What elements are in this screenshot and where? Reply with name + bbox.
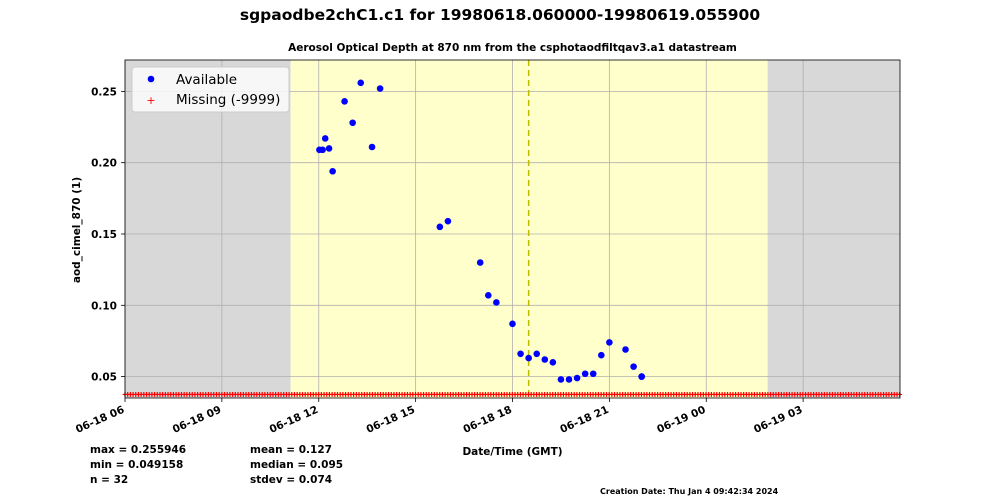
data-point — [622, 346, 629, 353]
invalid-region-left — [125, 60, 291, 398]
y-tick-label: 0.25 — [91, 86, 117, 98]
data-point — [349, 119, 356, 127]
stat-median: median = 0.095 — [250, 459, 344, 471]
data-point — [368, 143, 376, 151]
data-point — [444, 217, 452, 225]
x-tick-label: 06-18 21 — [558, 404, 610, 436]
chart-title: sgpaodbe2chC1.c1 for 19980618.060000-199… — [239, 6, 761, 24]
stat-min: min = 0.049158 — [90, 459, 184, 471]
data-point — [376, 85, 384, 92]
legend-missing-marker: + — [146, 94, 155, 107]
y-tick-label: 0.10 — [91, 300, 117, 312]
data-point — [606, 339, 613, 346]
data-point — [436, 223, 444, 231]
data-point — [630, 363, 637, 370]
data-point — [573, 374, 581, 382]
creation-date: Creation Date: Thu Jan 4 09:42:34 2024 — [600, 487, 779, 496]
data-point — [638, 373, 645, 380]
data-point — [509, 320, 516, 328]
y-tick-label: 0.05 — [91, 372, 117, 384]
x-tick-label: 06-18 12 — [268, 404, 320, 436]
stat-mean: mean = 0.127 — [250, 444, 332, 456]
data-point — [484, 292, 492, 299]
y-axis-ticks: 0.05 0.10 0.15 0.20 0.25 — [91, 86, 125, 384]
x-axis-ticks: 06-18 06 06-18 09 06-18 12 06-18 15 06-18 18… — [74, 398, 804, 436]
data-point — [533, 350, 541, 358]
legend: Available + Missing (-9999) — [131, 66, 290, 113]
x-tick-label: 06-18 15 — [365, 404, 417, 436]
data-point — [589, 370, 597, 378]
x-tick-label: 06-19 03 — [752, 404, 804, 436]
x-tick-label: 06-19 00 — [655, 404, 707, 436]
data-point — [329, 167, 336, 175]
data-point — [565, 376, 573, 383]
data-point — [493, 299, 500, 306]
data-point — [517, 350, 524, 358]
data-point — [549, 359, 557, 366]
data-point — [598, 351, 605, 359]
y-tick-label: 0.20 — [91, 158, 117, 170]
data-point — [541, 356, 549, 363]
stat-n: n = 32 — [90, 474, 129, 486]
y-tick-label: 0.15 — [91, 229, 117, 241]
data-point — [357, 79, 365, 87]
data-point — [321, 135, 329, 142]
stat-stdev: stdev = 0.074 — [250, 474, 333, 486]
y-axis-label: aod_cimel_870 (1) — [71, 177, 83, 283]
legend-available-marker — [147, 75, 155, 83]
data-point — [525, 354, 532, 362]
x-tick-label: 06-18 18 — [461, 404, 513, 436]
missing-series — [122, 392, 903, 397]
invalid-region-right — [767, 60, 900, 398]
shaded-regions — [125, 60, 900, 398]
data-point — [581, 370, 589, 378]
chart-subtitle: Aerosol Optical Depth at 870 nm from the… — [288, 42, 737, 54]
data-point — [476, 259, 484, 266]
data-point — [325, 145, 333, 152]
data-point — [557, 376, 565, 383]
x-tick-label: 06-18 09 — [171, 404, 223, 436]
x-tick-label: 06-18 06 — [74, 404, 126, 436]
data-point — [319, 146, 326, 154]
legend-missing-label: Missing (-9999) — [176, 92, 280, 108]
legend-box — [131, 66, 290, 113]
data-point — [341, 98, 348, 105]
x-axis-label: Date/Time (GMT) — [462, 446, 563, 458]
available-series — [316, 79, 645, 383]
legend-available-label: Available — [176, 72, 237, 88]
stat-max: max = 0.255946 — [90, 444, 187, 456]
